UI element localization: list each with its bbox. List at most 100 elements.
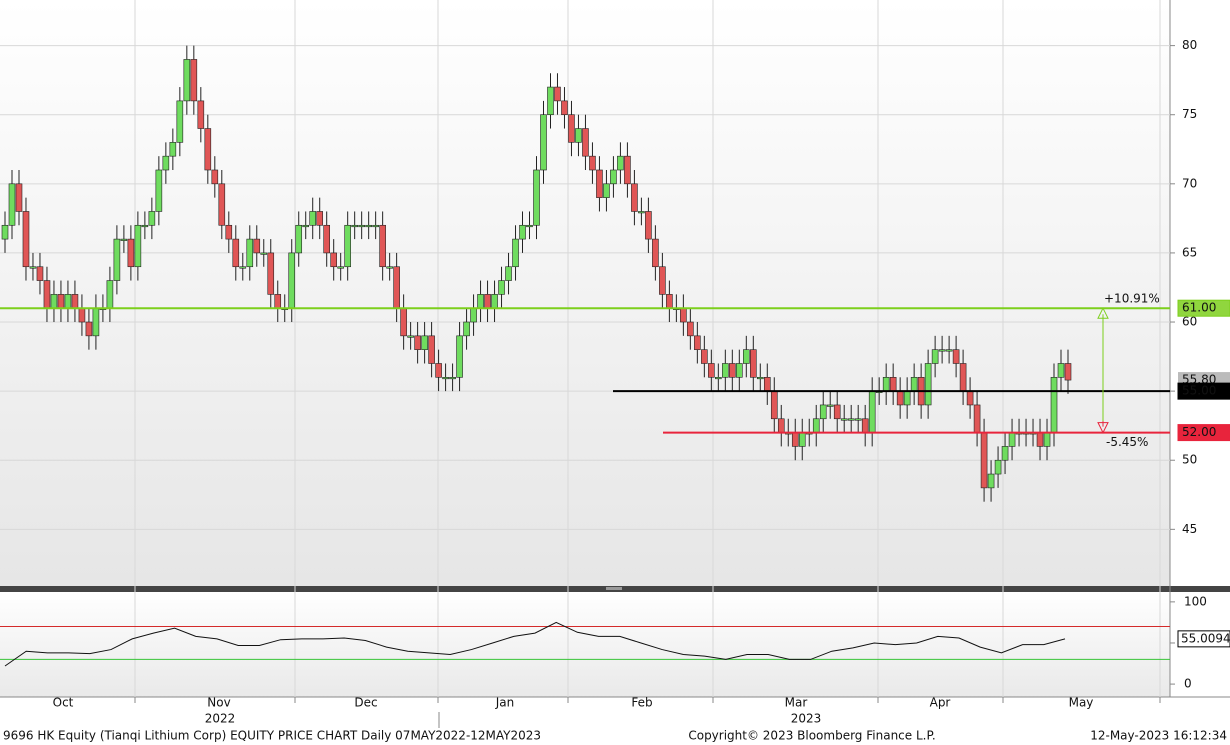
candle-body	[36, 266, 44, 281]
candle-body	[791, 432, 799, 447]
candle-body	[652, 238, 659, 268]
candle-body	[854, 418, 862, 421]
candle-body	[645, 211, 652, 240]
footer-left: 9696 HK Equity (Tianqi Lithium Corp) EQU…	[3, 729, 541, 743]
candle-body	[64, 294, 72, 309]
candle-body	[183, 59, 191, 102]
candle-body	[687, 321, 694, 337]
y-tick-label: 75	[1182, 107, 1197, 121]
footer-center: Copyright© 2023 Bloomberg Finance L.P.	[688, 729, 935, 743]
candle-body	[295, 224, 303, 254]
year-label: 2022	[205, 712, 236, 726]
x-tick-label: Oct	[53, 696, 74, 710]
candle-body	[868, 390, 876, 433]
y-tick-label: 50	[1182, 453, 1197, 467]
candle-body	[15, 183, 23, 212]
candle-body	[106, 280, 114, 309]
candle-body	[309, 211, 317, 226]
candle-body	[78, 307, 86, 323]
candle-body	[526, 224, 533, 228]
reference-box-fill	[1178, 300, 1230, 317]
candle-body	[1064, 363, 1072, 381]
candle-body	[756, 377, 764, 380]
candle-body	[225, 224, 233, 240]
candle-body	[994, 459, 1002, 475]
candle-body	[959, 363, 967, 392]
candle-body	[749, 349, 757, 378]
candle-body	[847, 418, 855, 421]
candle-body	[1050, 377, 1058, 433]
candle-body	[973, 404, 981, 433]
candle-body	[722, 363, 729, 378]
candle-body	[407, 335, 414, 338]
candle-body	[484, 294, 491, 309]
candle-body	[449, 377, 456, 380]
candle-body	[589, 155, 596, 171]
candle-body	[330, 252, 337, 268]
candle-body	[715, 377, 722, 380]
reference-label: 55.00	[1182, 384, 1216, 398]
candle-body	[505, 266, 512, 281]
candle-body	[540, 114, 547, 171]
candle-body	[610, 169, 617, 185]
y-tick-label: 65	[1182, 245, 1197, 259]
candle-body	[840, 418, 848, 421]
candle-body	[372, 224, 379, 228]
candle-body	[547, 86, 554, 116]
candle-body	[833, 404, 841, 420]
candle-body	[386, 266, 393, 269]
candle-body	[903, 390, 911, 406]
candle-body	[127, 238, 135, 268]
candle-body	[428, 335, 435, 364]
y-tick-label: 80	[1182, 38, 1197, 52]
footer-right: 12-May-2023 16:12:34	[1090, 729, 1227, 743]
candle-body	[477, 294, 484, 309]
candle-body	[176, 100, 184, 143]
candle-body	[798, 432, 806, 447]
candle-body	[819, 404, 827, 420]
candle-body	[323, 224, 330, 254]
reference-box	[1177, 424, 1230, 442]
candle-body	[8, 183, 16, 226]
candle-body	[148, 211, 156, 226]
candle-body	[512, 238, 519, 268]
x-tick-label: Apr	[930, 696, 951, 710]
x-tick-label: Mar	[785, 696, 808, 710]
candle-body	[736, 363, 743, 378]
candle-body	[980, 432, 988, 489]
candle-body	[113, 238, 121, 281]
candle-body	[638, 211, 645, 214]
candle-body	[582, 128, 589, 157]
candle-body	[463, 321, 470, 337]
candle-body	[826, 404, 834, 407]
pct-label: -5.45%	[1106, 435, 1148, 449]
candle-body	[421, 335, 428, 350]
candle-body	[162, 155, 170, 171]
candle-body	[680, 307, 687, 323]
candle-body	[190, 59, 198, 102]
reference-label: 61.00	[1182, 301, 1216, 315]
candle-body	[1036, 432, 1044, 447]
candle-body	[945, 349, 953, 352]
candle-body	[197, 100, 205, 129]
candle-body	[337, 266, 344, 269]
candle-body	[204, 128, 212, 171]
year-label: 2023	[791, 712, 822, 726]
candle-body	[218, 183, 226, 226]
last-value-label: 55.0094	[1181, 631, 1230, 645]
candle-body	[92, 307, 100, 337]
candle-body	[169, 142, 177, 157]
candle-body	[435, 363, 442, 378]
candle-body	[568, 114, 575, 143]
candle-body	[1, 224, 9, 240]
candle-body	[442, 377, 449, 380]
candle-body	[889, 377, 897, 392]
candle-body	[770, 390, 778, 420]
candle-body	[393, 266, 400, 309]
candle-body	[351, 224, 358, 228]
candle-body	[302, 224, 310, 228]
y-tick-label: 70	[1182, 176, 1197, 190]
candle-body	[50, 294, 58, 309]
x-tick-label: Feb	[631, 696, 652, 710]
